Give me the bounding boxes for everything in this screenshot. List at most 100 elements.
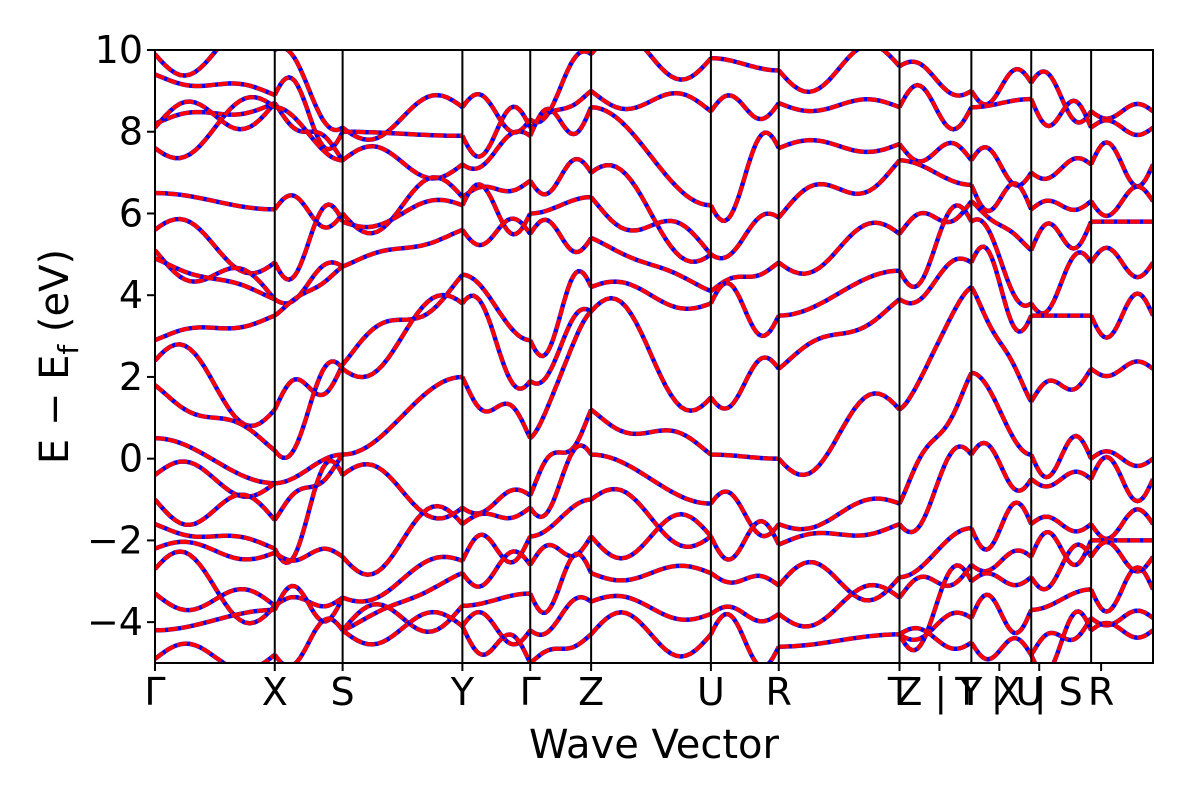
band-line-a: [273, 546, 344, 563]
band-line-a: [777, 159, 902, 219]
x-tick-label: U: [697, 670, 725, 714]
band-line-a: [897, 371, 974, 505]
band-line-a: [709, 211, 780, 261]
band-line-a: [273, 75, 345, 152]
x-axis-title: Wave Vector: [529, 722, 780, 768]
band-line-a: [709, 130, 781, 223]
band-line-a: [1029, 156, 1093, 181]
band-line-a: [530, 195, 592, 216]
band-line-a: [341, 554, 464, 604]
band-line-a: [155, 383, 277, 453]
band-line-b: [590, 279, 712, 312]
band-line-a: [462, 591, 531, 608]
band-line-a: [778, 632, 900, 649]
band-line-a: [589, 296, 713, 413]
band-line-a: [1029, 469, 1093, 489]
band-line-a: [777, 583, 901, 629]
band-line-a: [589, 487, 713, 549]
band-line-a: [969, 145, 1033, 188]
band-line-a: [778, 97, 901, 114]
x-tick-label: Z: [578, 670, 604, 714]
band-line-a: [897, 563, 974, 653]
band-line-a: [777, 391, 901, 477]
band-line-a: [589, 163, 713, 264]
band-line-a: [1089, 539, 1153, 574]
band-line-a: [155, 641, 277, 663]
band-line-a: [155, 313, 276, 343]
band-line-a: [155, 256, 276, 302]
band-line-a: [710, 452, 779, 461]
band-line-a: [460, 625, 533, 663]
x-tick-label: X: [262, 670, 288, 714]
band-line-a: [970, 217, 1033, 308]
band-line-b: [274, 452, 343, 486]
band-line-a: [155, 549, 277, 626]
band-line-a: [529, 595, 593, 637]
x-tick-label: R: [1088, 670, 1114, 714]
band-line-a: [273, 616, 345, 663]
band-line-a: [341, 227, 464, 269]
band-line-a: [709, 355, 781, 411]
band-line-b: [273, 546, 344, 563]
band-line-a: [460, 293, 532, 391]
band-line-a: [460, 532, 533, 565]
band-line-a: [155, 587, 277, 613]
band-line-a: [155, 607, 275, 633]
band-line-a: [971, 370, 1032, 457]
band-line-a: [589, 610, 713, 659]
y-tick-label: −4: [87, 600, 143, 644]
band-line-a: [1031, 587, 1092, 612]
band-line-a: [1089, 565, 1153, 614]
band-line-a: [1089, 449, 1153, 469]
y-axis-title-main: E − E: [32, 355, 78, 465]
band-line-a: [528, 217, 593, 255]
band-line-a: [589, 512, 713, 561]
band-line-a: [273, 453, 345, 522]
y-tick-label: 2: [119, 355, 143, 399]
band-line-a: [341, 610, 464, 647]
band-line-a: [155, 95, 276, 161]
band-line-a: [1029, 530, 1093, 567]
band-line-a: [460, 182, 532, 237]
band-line-a: [969, 285, 1033, 403]
band-line-a: [1029, 367, 1093, 403]
band-line-a: [969, 67, 1033, 107]
plot-frame: [154, 49, 1154, 664]
band-line-a: [461, 506, 532, 526]
band-line-a: [273, 458, 345, 565]
y-tick-label: 0: [119, 437, 143, 481]
band-line-a: [589, 408, 713, 457]
band-line-a: [709, 93, 781, 122]
band-line-a: [460, 216, 532, 248]
band-line-a: [1089, 608, 1153, 628]
band-line-a: [342, 129, 463, 138]
band-line-a: [969, 636, 1033, 662]
band-line-a: [155, 216, 276, 276]
band-line-a: [341, 292, 464, 380]
band-line-b: [341, 227, 464, 269]
band-line-a: [590, 279, 712, 311]
band-line-a: [898, 285, 973, 412]
band-line-a: [155, 191, 275, 212]
y-axis: 10 8 6 4 2 0 −2 −4: [87, 28, 155, 644]
band-line-a: [460, 610, 532, 647]
band-line-a: [1089, 118, 1153, 138]
band-line-a: [1029, 514, 1093, 534]
band-line-a: [528, 106, 593, 137]
band-line-a: [590, 105, 712, 208]
x-tick-label: Γ: [520, 670, 541, 714]
band-line-a: [155, 72, 276, 97]
y-tick-label: 10: [95, 28, 143, 72]
band-line-a: [460, 376, 533, 440]
band-line-a: [710, 56, 779, 73]
band-line-a: [529, 306, 593, 386]
band-line-a: [155, 99, 277, 132]
band-line-a: [341, 93, 464, 142]
band-line-a: [897, 83, 974, 132]
band-line-a: [1029, 542, 1093, 592]
band-line-a: [897, 444, 973, 535]
band-line-a: [969, 500, 1034, 552]
band-line-a: [341, 175, 464, 236]
band-line-a: [274, 50, 344, 133]
band-line-a: [709, 519, 781, 562]
